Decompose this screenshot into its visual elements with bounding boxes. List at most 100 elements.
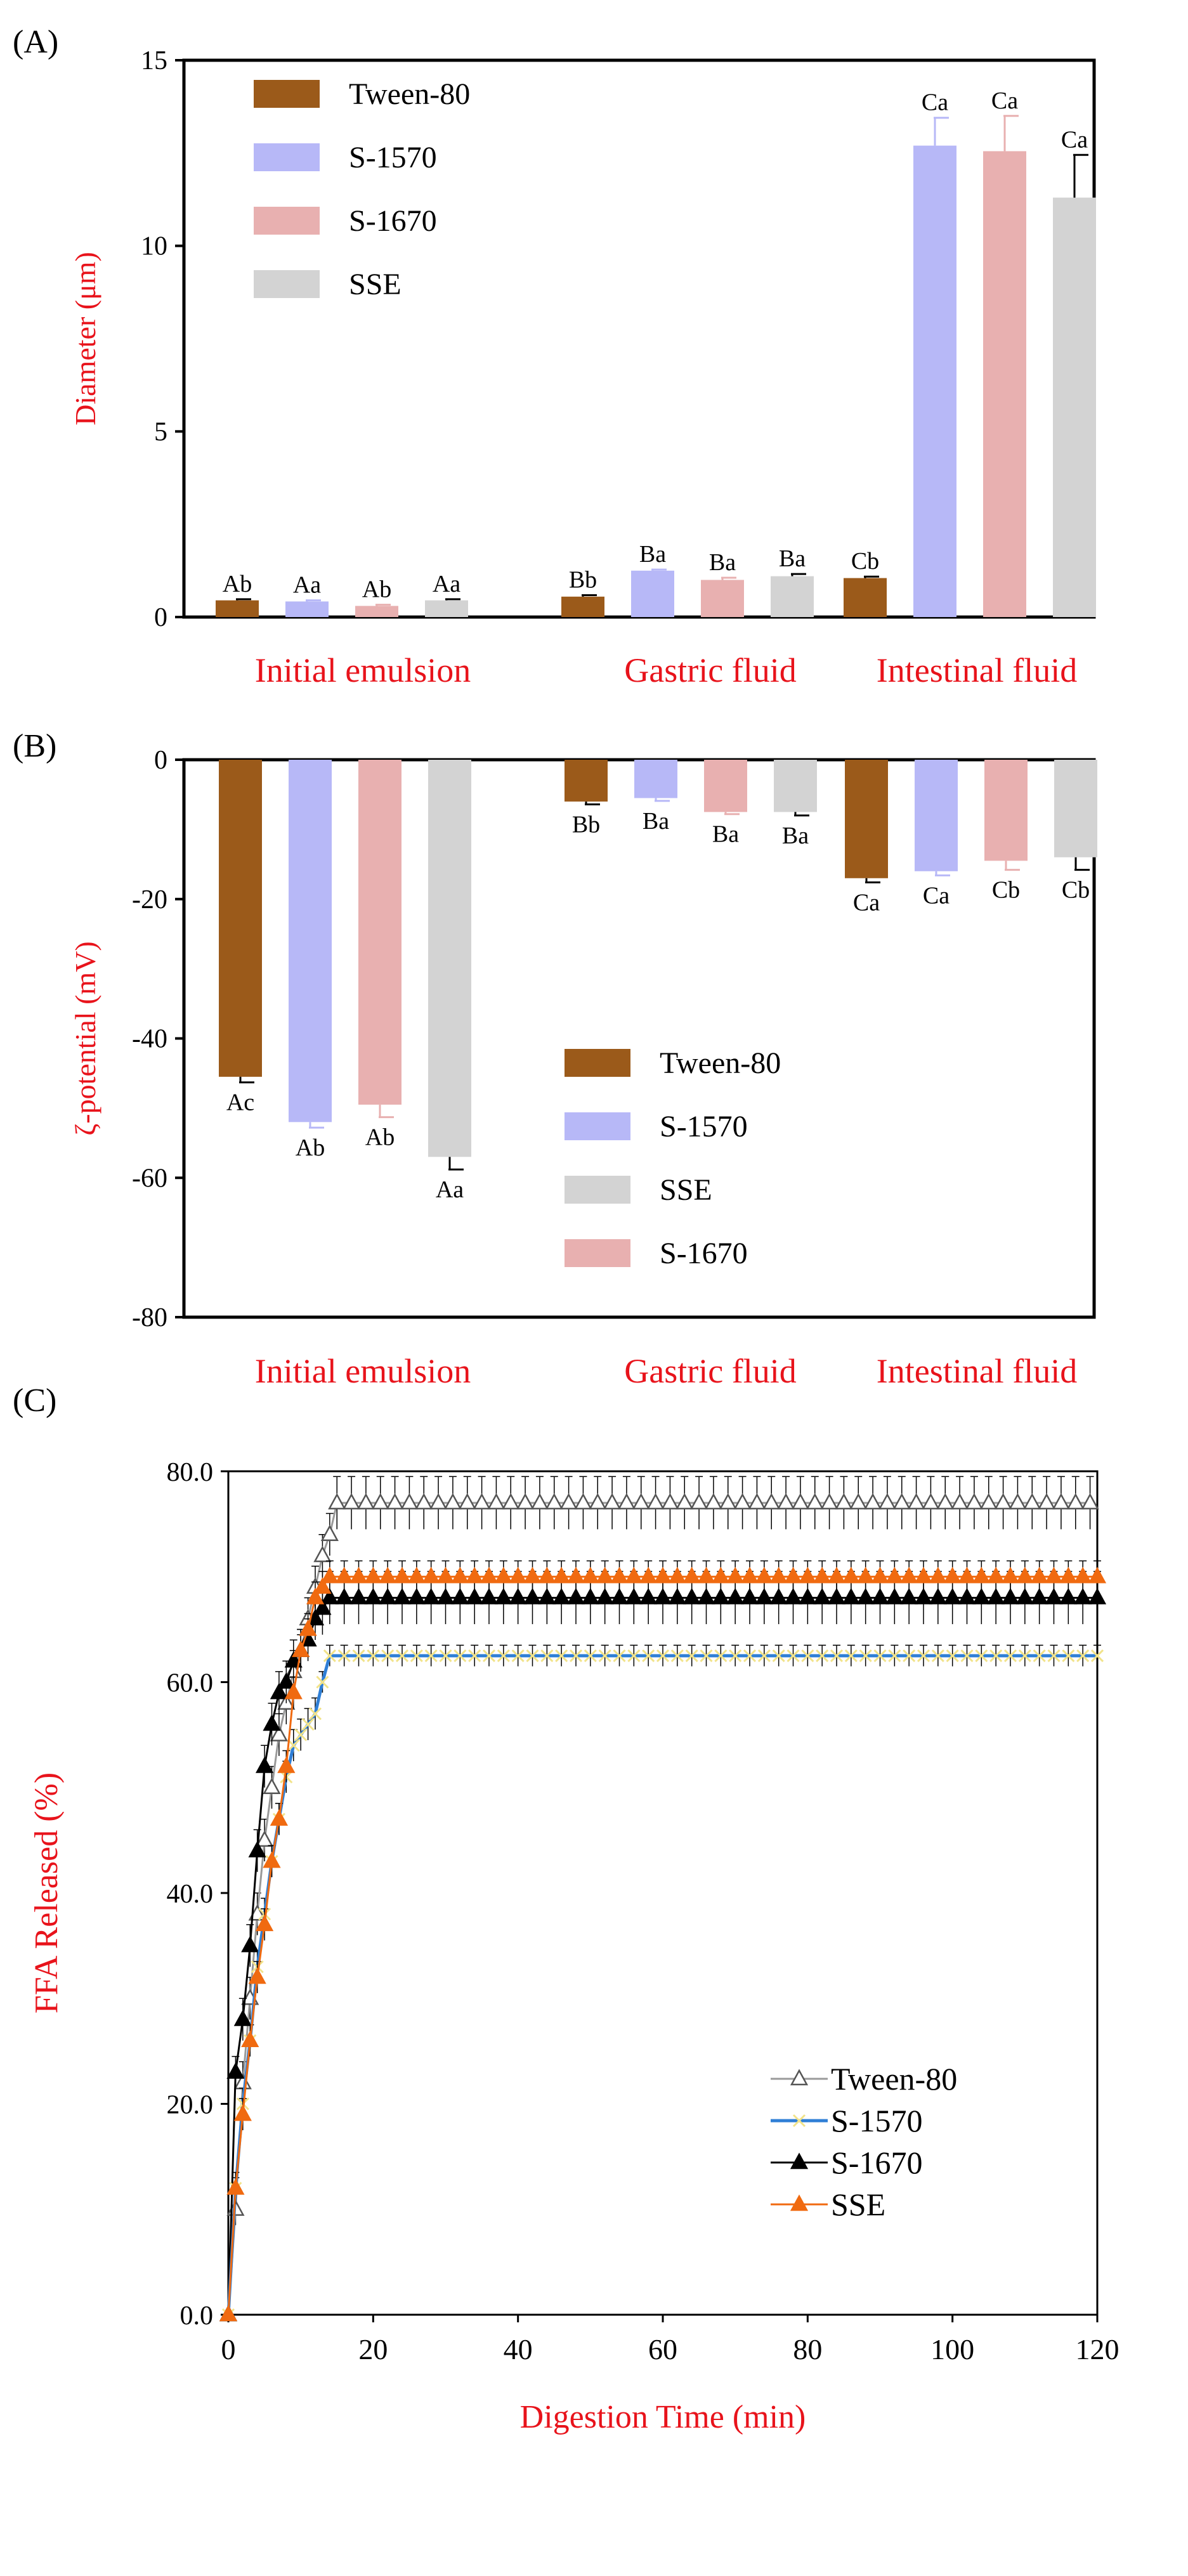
point-tween xyxy=(791,1493,810,1510)
point-tween xyxy=(400,1493,419,1510)
point-sse xyxy=(813,1566,832,1584)
point-s1570 xyxy=(316,1675,329,1689)
bar-tween80-2 xyxy=(845,760,888,878)
point-tween xyxy=(922,1493,940,1510)
point-sse xyxy=(219,2305,238,2322)
point-s1570 xyxy=(917,1649,930,1663)
point-s1570 xyxy=(1090,1649,1104,1663)
x-tick-label: 40 xyxy=(504,2333,533,2365)
y-tick-label: -80 xyxy=(132,1303,167,1332)
panel-label: (A) xyxy=(13,24,58,60)
bar-s1670-2 xyxy=(983,151,1026,617)
point-tween xyxy=(965,1493,984,1510)
data-label: Ab xyxy=(362,576,391,603)
point-s1670 xyxy=(233,2009,252,2026)
point-s1670 xyxy=(255,1756,274,1773)
bar-sse-0 xyxy=(425,600,468,617)
point-tween xyxy=(1023,1493,1041,1510)
point-s1570 xyxy=(757,1649,771,1663)
point-s1570 xyxy=(830,1649,844,1663)
data-label: Bb xyxy=(572,811,600,838)
point-s1670 xyxy=(1001,1587,1020,1604)
point-tween xyxy=(328,1493,346,1510)
legend-label-tween: Tween-80 xyxy=(831,2061,957,2097)
point-tween xyxy=(1081,1493,1099,1510)
y-axis-label: ζ-potential (mV) xyxy=(69,941,101,1135)
legend-label-s1670: S-1670 xyxy=(349,204,437,238)
point-tween xyxy=(263,1778,281,1794)
point-s1670 xyxy=(842,1587,860,1604)
point-s1670 xyxy=(436,1587,455,1604)
legend-swatch-sse xyxy=(565,1176,630,1204)
point-s1670 xyxy=(610,1587,629,1604)
x-category-label: Gastric fluid xyxy=(624,1352,796,1390)
bar-tween80-0 xyxy=(219,760,262,1077)
point-sse xyxy=(682,1566,701,1584)
y-axis-label: FFA Released (%) xyxy=(29,1773,65,2013)
point-sse xyxy=(284,1682,303,1700)
point-s1670 xyxy=(451,1587,469,1604)
panel-a-diameter-chart: 0 5 10 15 Diameter (μm) (A) Ab Bb Cb Aa Ba Ca Ab Ba Ca… xyxy=(13,24,1096,689)
bar-s1670-0 xyxy=(355,606,398,617)
point-s1670 xyxy=(313,1598,332,1615)
point-s1570 xyxy=(454,1649,467,1663)
point-sse xyxy=(466,1566,484,1584)
point-tween xyxy=(502,1493,520,1510)
data-label: Aa xyxy=(293,572,321,599)
point-sse xyxy=(914,1566,933,1584)
legend-marker-s1670 xyxy=(790,2152,809,2169)
bar-s1670-1 xyxy=(704,760,747,812)
point-sse xyxy=(755,1566,773,1584)
point-s1670 xyxy=(552,1587,571,1604)
point-s1570 xyxy=(772,1649,785,1663)
bar-s1570-2 xyxy=(915,760,958,871)
panel-label: (B) xyxy=(13,728,56,764)
point-tween xyxy=(313,1545,332,1563)
point-s1570 xyxy=(352,1649,365,1663)
legend-label-s1570: S-1570 xyxy=(831,2103,922,2138)
legend-label-s1670: S-1670 xyxy=(660,1237,748,1270)
point-s1670 xyxy=(871,1587,889,1604)
point-sse xyxy=(480,1566,499,1584)
point-s1570 xyxy=(287,1739,300,1752)
point-sse xyxy=(436,1566,455,1584)
bar-s1570-2 xyxy=(913,145,956,618)
point-tween xyxy=(516,1493,535,1510)
point-s1670 xyxy=(784,1587,802,1604)
y-tick-label: 80.0 xyxy=(167,1458,214,1487)
panel-label: (C) xyxy=(13,1382,56,1419)
data-label: Ba xyxy=(782,823,809,849)
legend-swatch-s1670 xyxy=(254,207,320,235)
point-s1570 xyxy=(424,1649,438,1663)
point-sse xyxy=(364,1566,382,1584)
point-s1570 xyxy=(526,1649,539,1663)
point-s1570 xyxy=(931,1649,944,1663)
point-sse xyxy=(233,2104,252,2121)
point-sse xyxy=(538,1566,556,1584)
point-sse xyxy=(1015,1566,1034,1584)
data-label: Ca xyxy=(991,88,1018,114)
point-sse xyxy=(639,1566,658,1584)
legend-swatch-s1670 xyxy=(565,1239,630,1267)
point-s1670 xyxy=(407,1587,426,1604)
legend-label-tween80: Tween-80 xyxy=(349,77,470,111)
point-sse xyxy=(306,1587,325,1604)
series-s1670 xyxy=(219,1571,1107,2322)
point-s1670 xyxy=(1059,1587,1078,1604)
point-sse xyxy=(769,1566,788,1584)
x-tick-label: 100 xyxy=(930,2333,974,2365)
point-tween xyxy=(530,1493,549,1510)
x-tick-label: 120 xyxy=(1076,2333,1119,2365)
point-s1570 xyxy=(1062,1649,1075,1663)
point-sse xyxy=(313,1577,332,1594)
data-label: Ca xyxy=(853,889,880,916)
point-s1670 xyxy=(379,1587,397,1604)
point-s1570 xyxy=(642,1649,655,1663)
point-sse xyxy=(552,1566,571,1584)
point-s1670 xyxy=(480,1587,499,1604)
point-tween xyxy=(776,1493,795,1510)
point-tween xyxy=(762,1493,781,1510)
bar-s1570-0 xyxy=(285,601,329,617)
point-s1670 xyxy=(813,1587,832,1604)
